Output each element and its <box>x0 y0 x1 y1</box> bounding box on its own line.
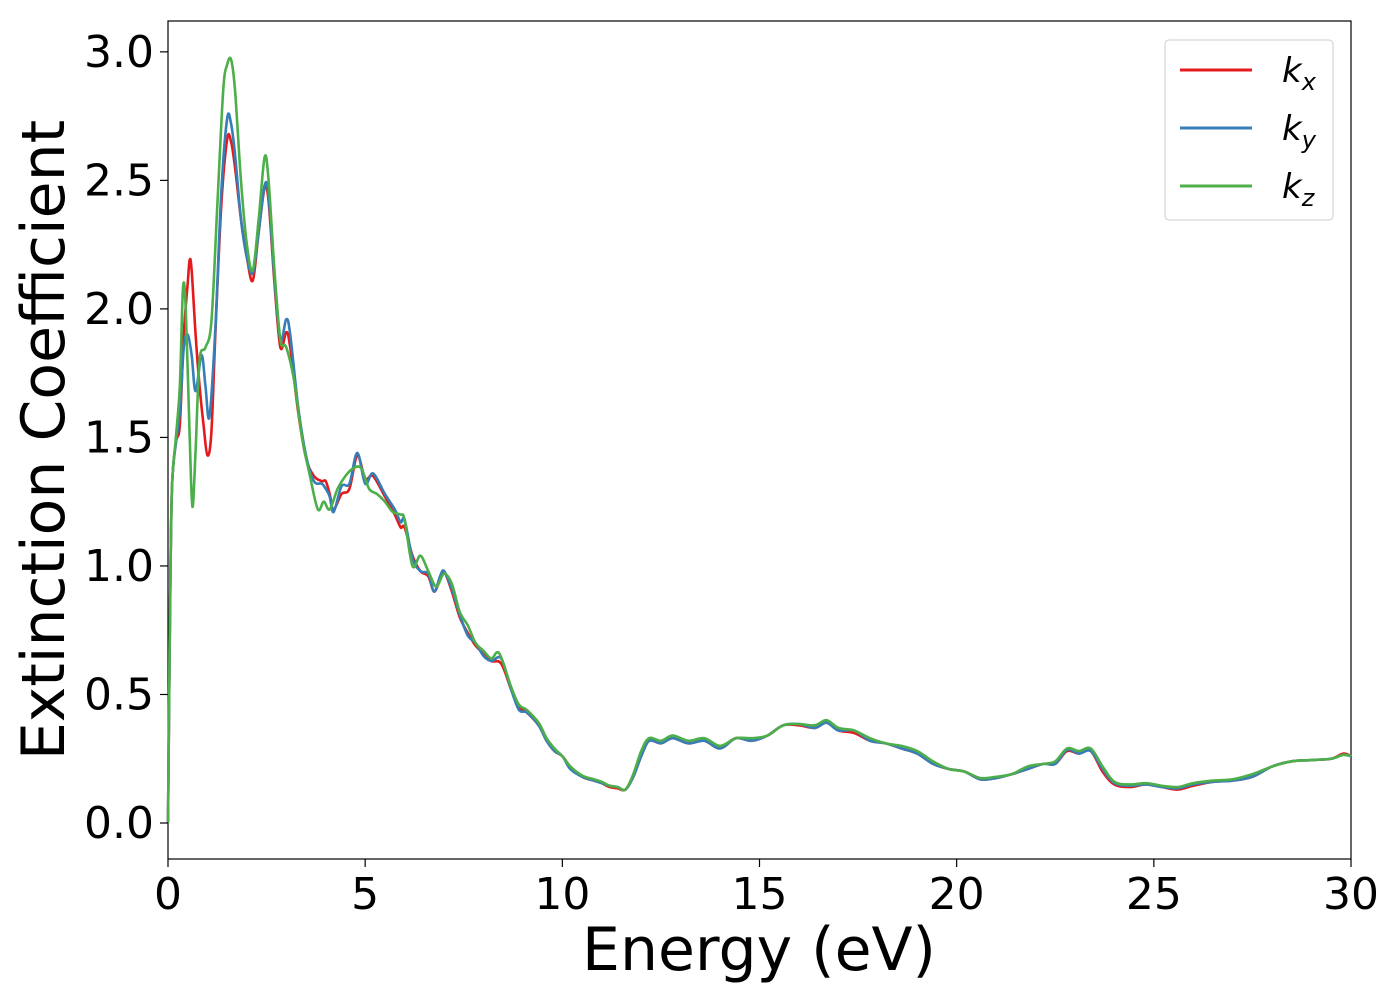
x-tick-label: 5 <box>351 869 379 920</box>
y-tick-label: 0.5 <box>84 669 154 720</box>
y-tick-label: 2.5 <box>84 155 154 206</box>
x-axis-title: Energy (eV) <box>582 915 936 985</box>
y-tick-label: 0.0 <box>84 798 154 849</box>
x-tick-label: 15 <box>732 869 788 920</box>
x-tick-label: 0 <box>154 869 182 920</box>
legend-box <box>1164 39 1334 221</box>
x-axis: 0 5 10 15 20 25 30 <box>154 859 1379 920</box>
plot-frame <box>167 20 1352 860</box>
x-tick-label: 25 <box>1126 869 1182 920</box>
y-tick-label: 2.0 <box>84 284 154 335</box>
plot-area <box>166 20 1352 860</box>
y-tick-label: 1.5 <box>84 412 154 463</box>
x-tick-label: 10 <box>534 869 590 920</box>
y-tick-label: 1.0 <box>84 541 154 592</box>
y-axis-title: Extinction Coefficient <box>9 120 79 760</box>
y-tick-label: 3.0 <box>84 27 154 78</box>
x-tick-label: 30 <box>1323 869 1379 920</box>
x-tick-label: 20 <box>929 869 985 920</box>
series-line-kz <box>166 56 1352 824</box>
y-axis: 0.0 0.5 1.0 1.5 2.0 2.5 3.0 <box>84 27 168 849</box>
series-layer <box>166 56 1352 824</box>
